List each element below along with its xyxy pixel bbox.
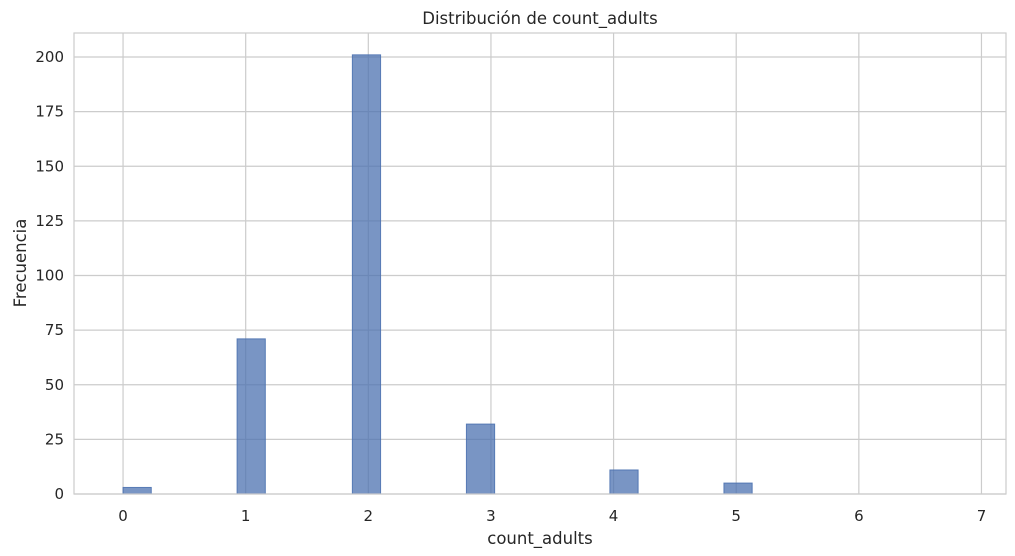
bar-4 bbox=[609, 469, 639, 495]
grid-layer bbox=[74, 33, 1006, 495]
y-axis-label: Frecuencia bbox=[11, 219, 30, 308]
x-tick-labels: 0 1 2 3 4 5 6 7 bbox=[118, 507, 986, 525]
y-tick-labels: 0 25 50 75 100 125 150 175 200 bbox=[35, 48, 64, 503]
y-tick-label-7: 175 bbox=[35, 103, 64, 121]
chart-title: Distribución de count_adults bbox=[422, 9, 657, 29]
x-axis-label: count_adults bbox=[487, 529, 593, 549]
y-tick-label-8: 200 bbox=[35, 48, 64, 66]
bar-2 bbox=[351, 54, 382, 495]
plot-frame bbox=[73, 32, 1007, 495]
y-tick-label-5: 125 bbox=[35, 212, 64, 230]
y-tick-label-4: 100 bbox=[35, 267, 64, 285]
y-tick-label-6: 150 bbox=[35, 157, 64, 175]
y-tick-label-2: 50 bbox=[45, 376, 64, 394]
bar-0 bbox=[122, 486, 152, 495]
bar-5 bbox=[723, 482, 753, 495]
x-tick-label-0: 0 bbox=[118, 507, 128, 525]
x-tick-label-6: 6 bbox=[854, 507, 864, 525]
bars-layer bbox=[122, 54, 753, 495]
x-tick-label-4: 4 bbox=[609, 507, 619, 525]
bar-1 bbox=[236, 338, 266, 495]
x-tick-label-3: 3 bbox=[486, 507, 496, 525]
x-tick-label-1: 1 bbox=[241, 507, 251, 525]
x-tick-label-5: 5 bbox=[731, 507, 741, 525]
bar-3 bbox=[465, 423, 496, 495]
y-tick-label-0: 0 bbox=[54, 485, 64, 503]
x-tick-label-2: 2 bbox=[364, 507, 374, 525]
x-tick-label-7: 7 bbox=[977, 507, 987, 525]
y-tick-label-1: 25 bbox=[45, 430, 64, 448]
y-tick-label-3: 75 bbox=[45, 321, 64, 339]
